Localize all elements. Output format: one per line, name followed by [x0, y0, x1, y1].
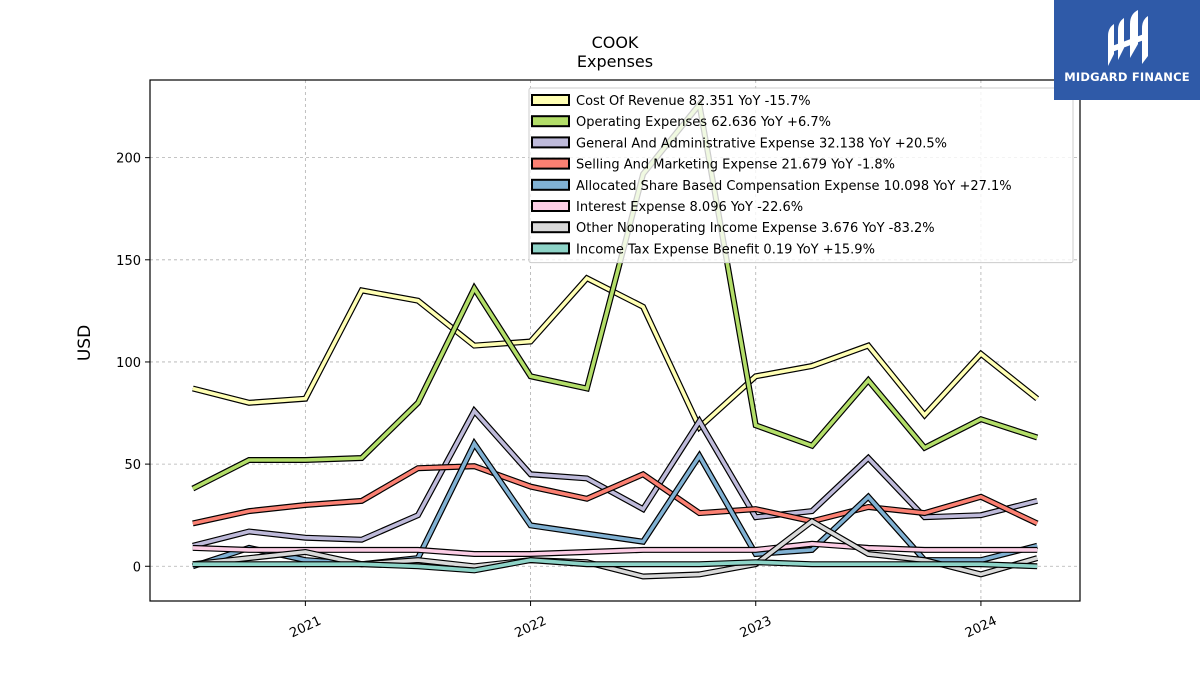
- legend-entry-interest-expense: Interest Expense 8.096 YoY -22.6%: [576, 200, 803, 215]
- x-tick-label: 2023: [738, 614, 774, 642]
- legend-entry-selling-and-marketing-expense: Selling And Marketing Expense 21.679 YoY…: [576, 158, 895, 173]
- legend-swatch-cost-of-revenue: [531, 94, 570, 106]
- x-tick-label: 2022: [513, 614, 549, 642]
- logo-mark-icon: [1108, 10, 1148, 66]
- legend-swatch-interest-expense: [531, 200, 570, 212]
- y-tick-label: 200: [116, 152, 141, 167]
- y-tick-label: 150: [116, 254, 141, 269]
- series-line-operating-expenses: [191, 100, 1038, 491]
- legend-box: [528, 87, 1074, 264]
- x-tick-label: 2021: [287, 614, 323, 642]
- chart-title: COOK: [592, 33, 639, 52]
- series-line-interest-expense: [192, 541, 1038, 556]
- x-tick-label: 2024: [963, 614, 999, 642]
- legend-entry-operating-expenses: Operating Expenses 62.636 YoY +6.7%: [576, 115, 831, 130]
- series-line-income-tax-expense-benefit: [192, 558, 1038, 573]
- series-line-selling-and-marketing-expense: [192, 464, 1038, 526]
- x-ticks: 2021 2022 2023 2024: [287, 601, 999, 641]
- series-line-other-nonoperating-income-expense: [192, 519, 1038, 579]
- legend-entry-cost-of-revenue: Cost Of Revenue 82.351 YoY -15.7%: [576, 94, 811, 109]
- y-tick-label: 50: [124, 458, 141, 473]
- chart-subtitle: Expenses: [577, 52, 653, 71]
- logo-text: MIDGARD FINANCE: [1064, 70, 1190, 84]
- legend-swatch-income-tax-expense-benefit: [531, 242, 570, 255]
- legend-entry-general-and-administrative-expense: General And Administrative Expense 32.13…: [576, 136, 947, 151]
- legend: Cost Of Revenue 82.351 YoY -15.7% Operati…: [528, 87, 1074, 264]
- legend-swatch-general-and-administrative-expense: [531, 136, 570, 149]
- series-line-cost-of-revenue: [192, 275, 1039, 431]
- legend-entry-allocated-share-based-compensation-expense: Allocated Share Based Compensation Expen…: [576, 179, 1012, 194]
- legend-swatch-other-nonoperating-income-expense: [531, 221, 570, 234]
- legend-swatch-allocated-share-based-compensation-expense: [531, 178, 570, 191]
- midgard-finance-logo: MIDGARD FINANCE: [1054, 0, 1200, 100]
- legend-entry-income-tax-expense-benefit: Income Tax Expense Benefit 0.19 YoY +15.…: [576, 242, 875, 257]
- y-ticks: 0 50 100 150 200: [116, 152, 150, 575]
- legend-entry-other-nonoperating-income-expense: Other Nonoperating Income Expense 3.676 …: [576, 221, 935, 236]
- plot-frame: [149, 79, 1081, 602]
- y-tick-label: 0: [133, 560, 141, 575]
- series-line-general-and-administrative-expense: [192, 407, 1038, 548]
- series-outline-cost-of-revenue: [192, 274, 1040, 433]
- legend-swatch-operating-expenses: [531, 115, 570, 128]
- y-tick-label: 100: [116, 356, 141, 371]
- series-lines: [191, 97, 1040, 580]
- legend-swatch-selling-and-marketing-expense: [531, 157, 570, 170]
- y-axis-label: USD: [75, 325, 95, 361]
